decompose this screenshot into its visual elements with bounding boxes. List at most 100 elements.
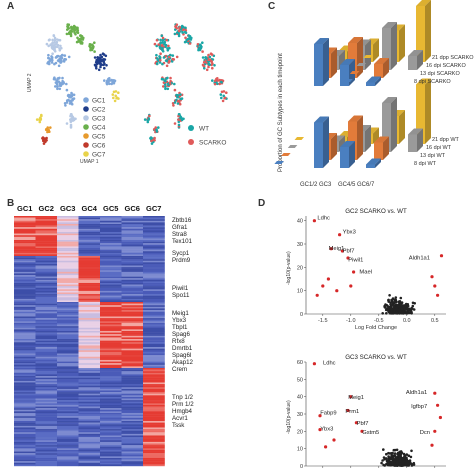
heatmap-cell bbox=[121, 286, 144, 288]
heatmap-cell bbox=[121, 240, 144, 242]
series-label: 16 dpi SCARKO bbox=[426, 63, 466, 69]
heatmap-cell bbox=[14, 437, 36, 439]
heatmap-cell bbox=[35, 268, 58, 271]
volcano-point bbox=[382, 448, 385, 451]
heatmap-cell bbox=[100, 227, 122, 229]
heatmap-cell bbox=[143, 216, 165, 218]
heatmap-cell bbox=[78, 408, 101, 410]
heatmap-cell bbox=[57, 243, 79, 245]
umap-point bbox=[180, 118, 184, 122]
volcano-point bbox=[388, 294, 391, 297]
volcano-sig-point bbox=[346, 408, 350, 413]
heatmap-cell bbox=[35, 353, 58, 356]
heatmap-cell bbox=[100, 372, 122, 375]
heatmap-cell bbox=[143, 403, 165, 406]
umap-point bbox=[108, 82, 111, 86]
heatmap-cell bbox=[100, 440, 122, 443]
heatmap-cell bbox=[35, 448, 58, 451]
heatmap-cell bbox=[35, 462, 58, 465]
heatmap-cell bbox=[121, 334, 144, 337]
heatmap-cell bbox=[78, 219, 101, 221]
heatmap-cell bbox=[35, 294, 58, 296]
heatmap-cell bbox=[78, 351, 101, 354]
heatmap-cell bbox=[14, 271, 36, 274]
heatmap-cell bbox=[100, 324, 122, 327]
volcano-sig-point bbox=[312, 219, 316, 223]
volcano-sig-point bbox=[349, 395, 353, 399]
panel-letter-a: A bbox=[7, 1, 15, 12]
heatmap-cell bbox=[78, 275, 101, 277]
volcano-point bbox=[386, 307, 390, 311]
volcano-sig-point bbox=[438, 415, 442, 420]
umap-point bbox=[59, 44, 62, 48]
heatmap-cell bbox=[121, 368, 144, 370]
heatmap-cell bbox=[35, 259, 58, 261]
umap-point bbox=[90, 46, 93, 49]
heatmap-cell bbox=[143, 401, 165, 404]
bar-3d-front bbox=[314, 44, 323, 86]
heatmap-cell bbox=[143, 343, 165, 346]
umap-point bbox=[202, 60, 206, 64]
heatmap-cell bbox=[100, 461, 122, 463]
heatmap-cell bbox=[57, 425, 79, 428]
heatmap-cell bbox=[100, 448, 122, 451]
heatmap-cell bbox=[14, 392, 36, 394]
heatmap-cell bbox=[14, 430, 36, 433]
heatmap-cell bbox=[78, 224, 101, 226]
volcano-gene-label: Meig1 bbox=[348, 395, 364, 401]
heatmap-cell bbox=[143, 366, 165, 369]
heatmap-cell bbox=[57, 368, 79, 370]
heatmap-cell bbox=[14, 305, 36, 308]
heatmap-cell bbox=[14, 282, 36, 285]
heatmap-cell bbox=[35, 308, 58, 311]
umap-point bbox=[150, 142, 154, 145]
heatmap-cell bbox=[57, 358, 79, 361]
heatmap-cell bbox=[121, 424, 144, 427]
heatmap-cell bbox=[78, 350, 101, 353]
volcano-y-tick-label: 0 bbox=[300, 464, 303, 470]
bar-3d-side bbox=[373, 38, 379, 62]
heatmap-cell bbox=[78, 462, 101, 465]
heatmap-cell bbox=[143, 259, 165, 261]
heatmap-cell bbox=[57, 278, 79, 280]
heatmap-cell bbox=[121, 459, 144, 462]
volcano-point bbox=[407, 309, 410, 312]
heatmap-cell bbox=[100, 453, 122, 455]
heatmap-cell bbox=[78, 433, 101, 436]
heatmap-cell bbox=[121, 276, 144, 279]
heatmap-cell bbox=[121, 355, 144, 357]
heatmap-cell bbox=[100, 243, 122, 245]
heatmap-cell bbox=[143, 249, 165, 252]
heatmap-cell bbox=[78, 411, 101, 414]
heatmap-cell bbox=[14, 421, 36, 423]
heatmap-cell bbox=[78, 220, 101, 223]
heatmap-cell bbox=[143, 232, 165, 234]
heatmap-cell bbox=[100, 267, 122, 269]
volcano-point bbox=[394, 296, 398, 299]
umap-point bbox=[173, 82, 176, 86]
heatmap-cell bbox=[121, 303, 144, 306]
heatmap-cell bbox=[57, 379, 79, 382]
heatmap-cell bbox=[14, 380, 36, 383]
umap-point bbox=[178, 102, 182, 106]
umap-point bbox=[163, 43, 166, 46]
bar-3d-side bbox=[391, 22, 397, 70]
heatmap-cell bbox=[100, 228, 122, 231]
umap-point bbox=[222, 94, 225, 98]
heatmap-cell bbox=[121, 275, 144, 277]
umap-clusters bbox=[35, 23, 120, 145]
heatmap-cell bbox=[78, 225, 101, 228]
heatmap-cell bbox=[57, 417, 79, 420]
volcano-point bbox=[392, 460, 396, 463]
heatmap-cell bbox=[100, 270, 122, 273]
cluster-legend-label: GC5 bbox=[92, 134, 106, 141]
heatmap-cell bbox=[35, 392, 58, 394]
umap-point bbox=[102, 59, 105, 63]
heatmap-cell bbox=[143, 400, 165, 402]
heatmap-cell bbox=[100, 433, 122, 436]
umap-point bbox=[68, 102, 72, 105]
umap-point bbox=[198, 43, 202, 47]
heatmap-cell bbox=[78, 324, 101, 327]
heatmap-cell bbox=[121, 390, 144, 393]
